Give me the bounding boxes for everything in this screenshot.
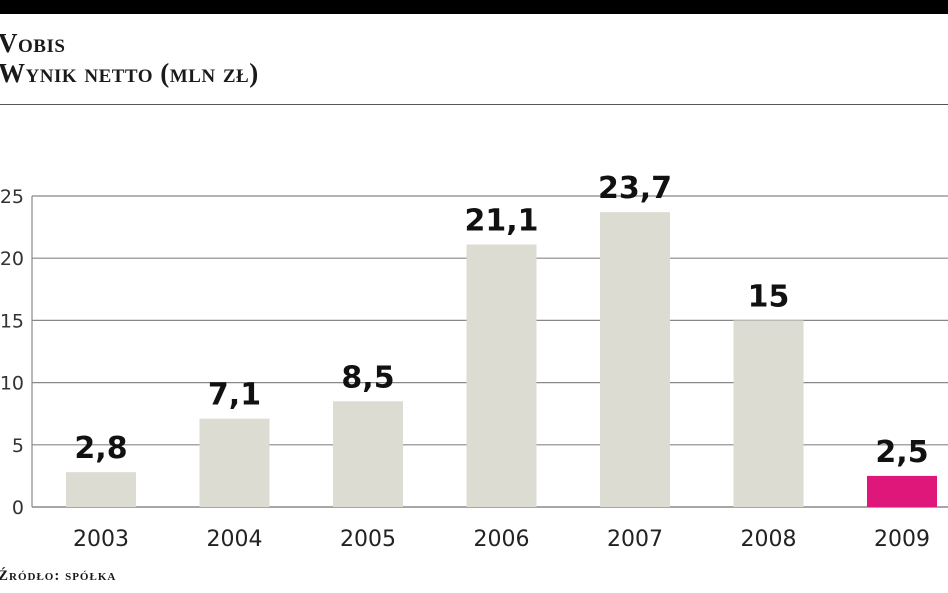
data-label: 21,1	[464, 204, 538, 239]
bar	[66, 472, 136, 507]
x-tick-label: 2005	[340, 527, 396, 552]
y-tick-label: 10	[0, 373, 24, 395]
bar	[466, 244, 537, 508]
y-tick-label: 5	[12, 435, 24, 457]
bar	[199, 418, 270, 507]
chart-title: Vobis	[0, 28, 66, 58]
bar	[733, 320, 804, 507]
chart-subtitle: Wynik netto (mln zł)	[0, 58, 259, 88]
data-label: 2,5	[875, 435, 928, 470]
bar	[333, 401, 403, 507]
data-label: 23,7	[598, 171, 672, 206]
bar	[867, 475, 937, 507]
x-tick-label: 2003	[73, 527, 129, 552]
data-labels: 2,8 7,1 8,5 21,1 23,7 15 2,5	[74, 171, 928, 470]
x-axis-ticks: 2003 2004 2005 2006 2007 2008 2009	[73, 527, 930, 552]
y-tick-label: 25	[0, 186, 24, 208]
data-label: 15	[748, 279, 790, 314]
x-tick-label: 2006	[474, 527, 530, 552]
bars	[66, 212, 937, 508]
top-black-bar	[0, 0, 948, 14]
x-tick-label: 2009	[874, 527, 930, 552]
y-tick-label: 20	[0, 248, 24, 270]
x-tick-label: 2008	[741, 527, 797, 552]
bar	[600, 212, 670, 507]
y-axis-ticks: 0 5 10 15 20 25	[0, 186, 24, 519]
x-tick-label: 2007	[607, 527, 663, 552]
y-tick-label: 15	[0, 310, 24, 332]
x-tick-label: 2004	[207, 527, 263, 552]
y-tick-label: 0	[12, 497, 24, 519]
data-label: 2,8	[74, 431, 127, 466]
header-divider	[0, 104, 948, 105]
data-label: 7,1	[208, 378, 261, 413]
data-label: 8,5	[341, 360, 394, 395]
source-note: Źródło: spółka	[0, 568, 117, 584]
